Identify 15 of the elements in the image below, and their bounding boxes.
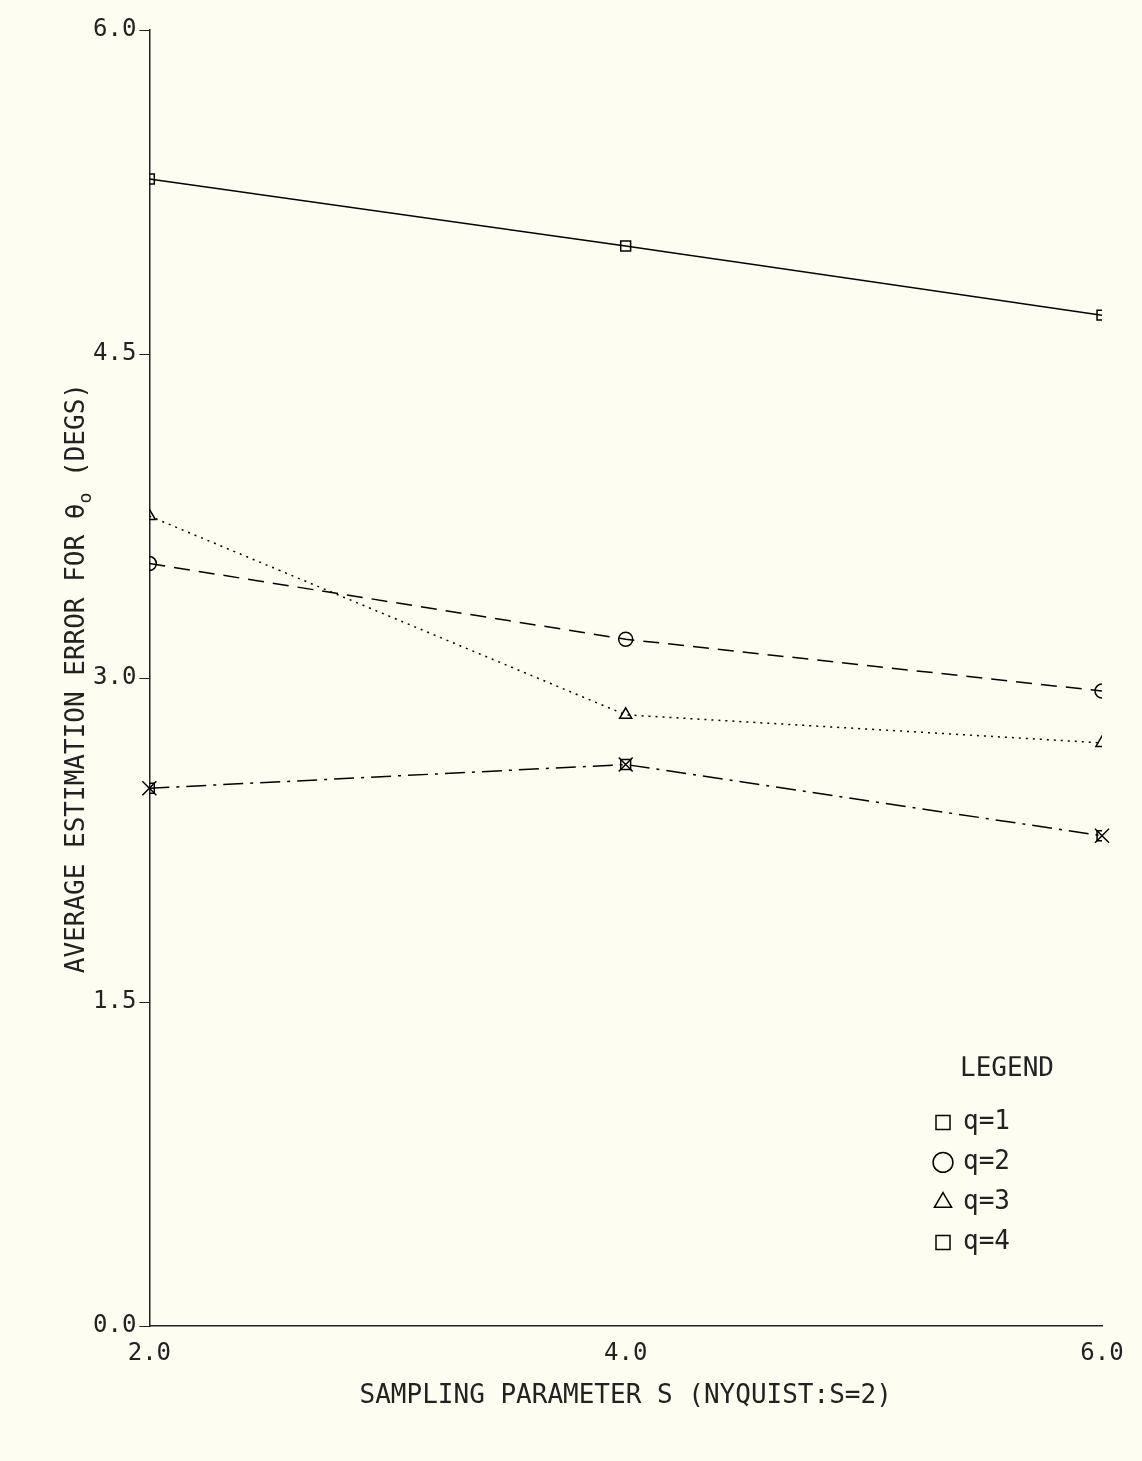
- x-tick-label: 2.0: [127, 1337, 172, 1366]
- y-tick-label: 6.0: [92, 14, 137, 43]
- x-tick-label: 4.0: [603, 1337, 648, 1366]
- x-axis-title: SAMPLING PARAMETER S (NYQUIST:S=2): [359, 1378, 892, 1409]
- legend-label: q=2: [963, 1145, 1010, 1176]
- y-tick-label: 0.0: [92, 1310, 137, 1339]
- legend-label: q=3: [963, 1185, 1010, 1216]
- y-tick-label: 1.5: [92, 986, 137, 1015]
- x-tick-label: 6.0: [1080, 1337, 1124, 1366]
- y-tick-label: 3.0: [92, 662, 137, 691]
- legend-label: q=1: [963, 1105, 1010, 1136]
- point: [617, 756, 634, 773]
- legend-label: q=4: [963, 1225, 1010, 1256]
- y-tick-label: 4.5: [92, 338, 137, 367]
- legend-title: LEGEND: [960, 1051, 1054, 1082]
